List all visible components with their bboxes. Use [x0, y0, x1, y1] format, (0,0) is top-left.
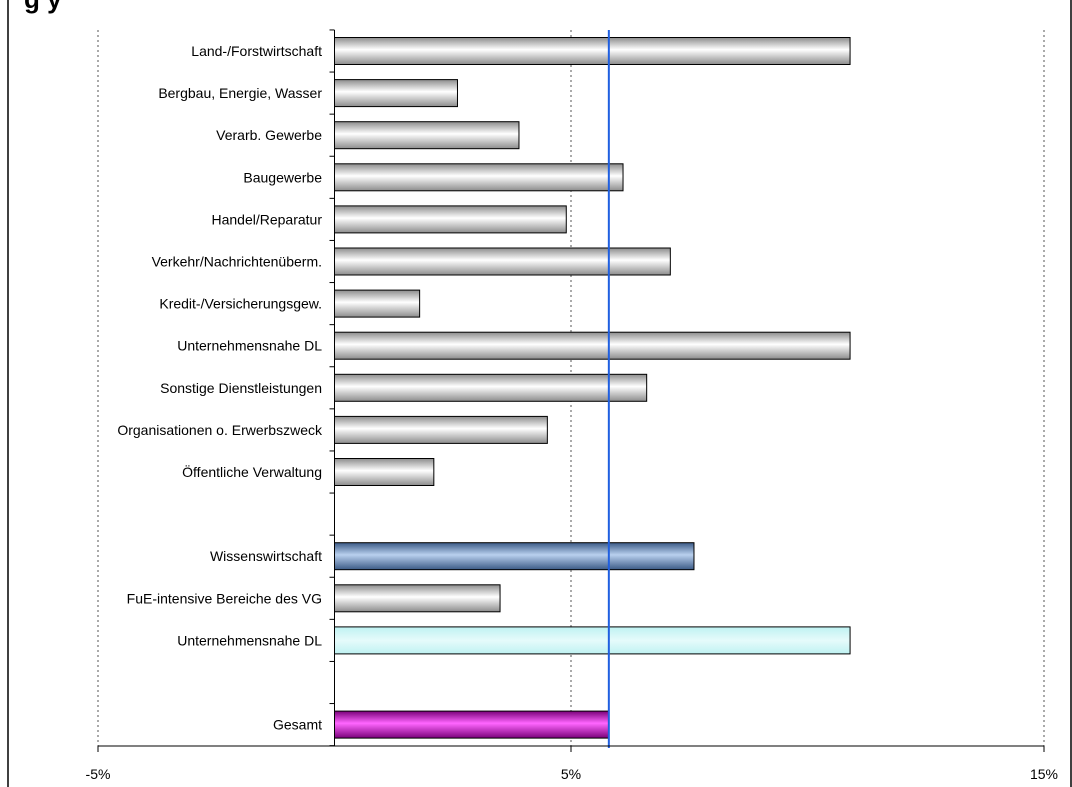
bar-13 — [334, 584, 501, 613]
bar-0 — [334, 37, 851, 65]
category-label-13: FuE-intensive Bereiche des VG — [127, 590, 322, 606]
bar-1 — [334, 79, 458, 108]
category-label-4: Handel/Reparatur — [211, 211, 322, 227]
bar-5 — [334, 247, 671, 276]
bar-7 — [334, 331, 851, 360]
bar-4 — [334, 205, 567, 234]
plot-frame — [7, 0, 1072, 787]
category-label-7: Unternehmensnahe DL — [177, 338, 322, 354]
category-label-10: Öffentliche Verwaltung — [182, 463, 322, 480]
category-label-2: Verarb. Gewerbe — [216, 127, 322, 143]
bar-12 — [334, 542, 695, 571]
bar-14 — [334, 626, 851, 655]
bar-16 — [334, 710, 610, 739]
bar-3 — [334, 163, 624, 192]
x-tick-label-1: 5% — [561, 766, 581, 782]
category-label-9: Organisationen o. Erwerbszweck — [117, 422, 323, 438]
category-label-5: Verkehr/Nachrichtenüberm. — [152, 254, 322, 270]
x-tick-label-0: -5% — [86, 766, 111, 782]
bar-8 — [334, 373, 648, 402]
category-label-14: Unternehmensnahe DL — [177, 632, 322, 648]
category-label-8: Sonstige Dienstleistungen — [160, 380, 322, 396]
category-label-6: Kredit-/Versicherungsgew. — [159, 296, 322, 312]
category-label-0: Land-/Forstwirtschaft — [191, 43, 322, 59]
category-label-16: Gesamt — [273, 717, 322, 733]
category-label-1: Bergbau, Energie, Wasser — [158, 85, 322, 101]
bar-6 — [334, 289, 421, 318]
category-label-12: Wissenswirtschaft — [210, 548, 322, 564]
x-tick-label-2: 15% — [1030, 766, 1058, 782]
bar-9 — [334, 415, 548, 444]
chart-title-fragment: g y — [24, 0, 62, 15]
bar-10 — [334, 458, 435, 486]
bar-2 — [334, 121, 520, 150]
category-label-3: Baugewerbe — [243, 169, 322, 185]
